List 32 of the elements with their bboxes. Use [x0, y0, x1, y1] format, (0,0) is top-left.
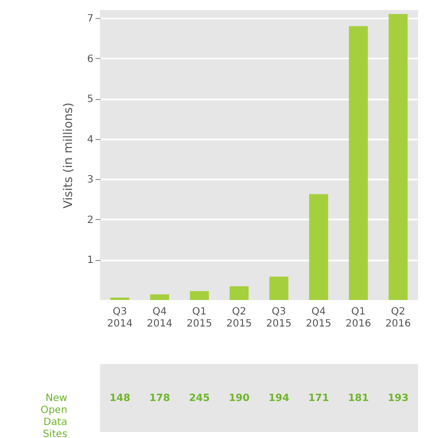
data-label: 190 — [228, 393, 250, 404]
bar — [388, 14, 408, 300]
y-tick-label: 7 — [87, 14, 94, 25]
bar — [230, 286, 249, 300]
data-label: 181 — [348, 393, 369, 404]
x-tick-label: Q2 2016 — [385, 306, 411, 330]
y-tick-label: 1 — [87, 255, 94, 266]
x-tick-label: Q3 2015 — [266, 306, 292, 330]
data-label: 178 — [149, 393, 170, 404]
bar — [269, 276, 288, 300]
data-label: 193 — [388, 393, 409, 404]
bar — [309, 194, 328, 300]
x-tick-label: Q1 2016 — [346, 306, 372, 330]
x-tick-label: Q4 2014 — [146, 306, 172, 330]
y-tick-label: 5 — [87, 94, 94, 106]
x-tick-label: Q4 2015 — [306, 306, 332, 330]
x-tick-label: Q1 2015 — [186, 306, 212, 330]
bar — [150, 294, 170, 300]
y-tick-label: 4 — [87, 134, 94, 146]
bar — [348, 26, 368, 300]
x-tick-label: Q2 2015 — [226, 306, 252, 330]
text: New Open Data Sites — [40, 393, 68, 438]
bar — [190, 291, 209, 300]
y-tick-label: 2 — [87, 214, 94, 226]
y-axis-title: Visits (in millions) — [61, 102, 76, 208]
data-label: 245 — [188, 393, 210, 404]
data-label: 194 — [268, 393, 290, 404]
data-label: 148 — [109, 393, 130, 404]
y-tick-label: 3 — [87, 174, 94, 186]
x-tick-label: Q3 2014 — [107, 306, 133, 330]
data-label: 171 — [308, 393, 330, 404]
y-tick-label: 6 — [87, 54, 94, 65]
